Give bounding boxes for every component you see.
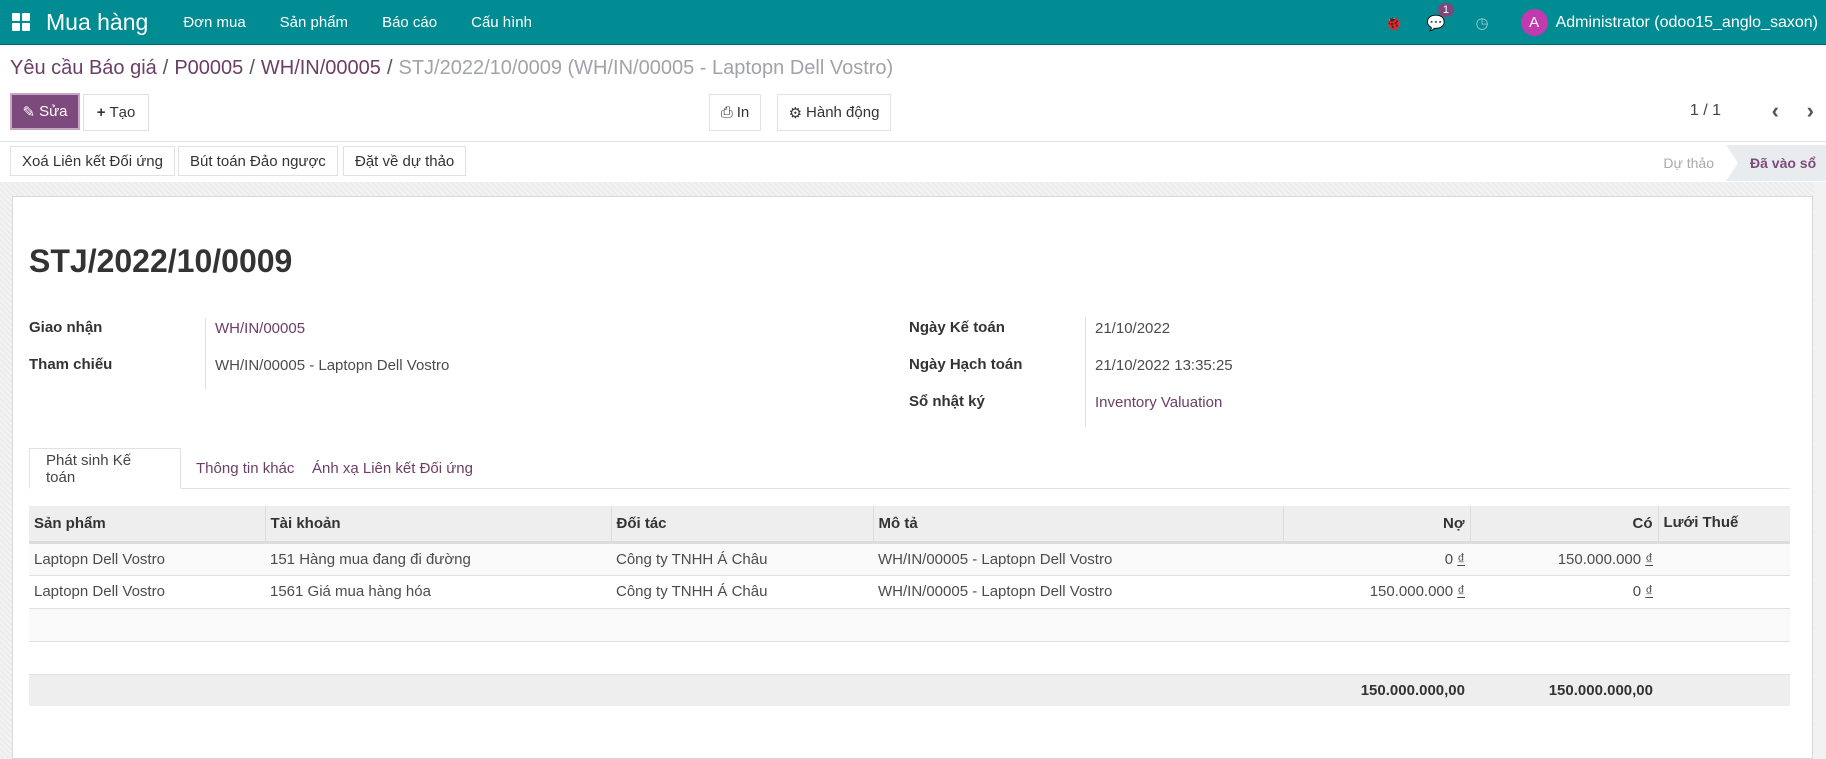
tab-other-info[interactable]: Thông tin khác <box>196 460 295 477</box>
label-tham-chieu: Tham chiếu <box>29 356 113 373</box>
cell-product: Laptopn Dell Vostro <box>29 542 265 576</box>
print-button[interactable]: ⎙ In <box>709 94 761 131</box>
col-credit[interactable]: Có <box>1469 506 1658 544</box>
total-credit: 150.000.000,00 <box>1470 674 1658 706</box>
cell-account: 1561 Giá mua hàng hóa <box>265 575 611 609</box>
totals-row: 150.000.000,00 150.000.000,00 <box>29 674 1790 706</box>
cell-label: WH/IN/00005 - Laptopn Dell Vostro <box>873 575 1283 609</box>
user-menu[interactable]: Administrator (odoo15_anglo_saxon) <box>1555 13 1818 31</box>
field-separator <box>205 318 206 390</box>
tab-journal-items[interactable]: Phát sinh Kế toán <box>29 448 181 489</box>
pager-value[interactable]: 1 / 1 <box>1689 102 1721 119</box>
col-account[interactable]: Tài khoản <box>264 506 611 544</box>
cell-partner: Công ty TNHH Á Châu <box>611 575 873 609</box>
col-tax-grid[interactable]: Lưới Thuế <box>1657 506 1790 544</box>
cell-credit: 150.000.000 ₫ <box>1470 542 1658 576</box>
app-name[interactable]: Mua hàng <box>46 8 149 35</box>
tabs-divider <box>29 488 1790 489</box>
print-icon: ⎙ <box>720 104 733 121</box>
edit-label: Sửa <box>39 103 68 120</box>
apps-menu-icon[interactable] <box>12 13 30 31</box>
journal-items-table: Sản phẩm Tài khoản Đối tác Mô tả Nợ Có L… <box>29 506 1790 706</box>
empty-row <box>29 608 1790 642</box>
remove-reconcile-button[interactable]: Xoá Liên kết Đối ứng <box>10 146 175 176</box>
breadcrumb: Yêu cầu Báo giá / P00005/WH/IN/00005/STJ/2… <box>10 57 894 79</box>
total-debit: 150.000.000,00 <box>1283 674 1470 706</box>
breadcrumb-receipt[interactable]: WH/IN/00005 <box>260 57 381 79</box>
pencil-icon: ✎ <box>22 103 36 121</box>
tab-reconcile-mapping[interactable]: Ánh xạ Liên kết Đối ứng <box>312 460 473 477</box>
label-so-nhat-ky: Sổ nhật ký <box>909 393 985 410</box>
col-partner[interactable]: Đối tác <box>610 506 873 544</box>
cell-debit: 0 ₫ <box>1283 542 1470 576</box>
cell-tax-grid <box>1658 542 1790 576</box>
value-ngay-hach-toan: 21/10/2022 13:35:25 <box>1095 357 1233 374</box>
cell-partner: Công ty TNHH Á Châu <box>611 542 873 576</box>
menu-san-pham[interactable]: Sản phẩm <box>279 13 349 31</box>
value-giao-nhan[interactable]: WH/IN/00005 <box>215 320 306 337</box>
create-label: Tạo <box>109 104 136 121</box>
divider <box>0 141 1826 142</box>
messages-icon[interactable]: 💬 1 <box>1427 2 1454 32</box>
clock-icon[interactable]: ◷ <box>1475 14 1489 32</box>
table-row[interactable]: Laptopn Dell Vostro 1561 Giá mua hàng hó… <box>29 575 1790 609</box>
avatar[interactable]: A <box>1520 9 1548 36</box>
cell-account: 151 Hàng mua đang đi đường <box>265 542 611 576</box>
label-giao-nhan: Giao nhận <box>29 319 103 336</box>
plus-icon: + <box>96 104 106 121</box>
cell-debit: 150.000.000 ₫ <box>1283 575 1470 609</box>
menu-bao-cao[interactable]: Báo cáo <box>382 13 438 31</box>
col-debit[interactable]: Nợ <box>1282 506 1470 544</box>
stage-draft: Dự thảo <box>1663 155 1714 171</box>
field-separator <box>1085 317 1086 427</box>
menu-cau-hinh[interactable]: Cấu hình <box>471 13 532 31</box>
value-ngay-ke-toan: 21/10/2022 <box>1095 320 1171 337</box>
value-tham-chieu: WH/IN/00005 - Laptopn Dell Vostro <box>215 357 450 374</box>
gear-icon: ⚙ <box>788 104 803 122</box>
label-ngay-ke-toan: Ngày Kế toán <box>909 319 1005 336</box>
cell-tax-grid <box>1658 575 1790 609</box>
edit-button[interactable]: ✎ Sửa <box>10 93 80 130</box>
col-label[interactable]: Mô tả <box>872 506 1283 544</box>
table-row[interactable]: Laptopn Dell Vostro 151 Hàng mua đang đi… <box>29 542 1790 576</box>
action-button[interactable]: ⚙ Hành động <box>777 94 891 131</box>
bug-icon[interactable]: 🐞 <box>1384 14 1403 32</box>
breadcrumb-po[interactable]: P00005 <box>174 57 244 79</box>
pager-next-icon[interactable]: › <box>1806 98 1814 123</box>
breadcrumb-current: STJ/2022/10/0009 (WH/IN/00005 - Laptopn … <box>398 57 894 79</box>
col-product[interactable]: Sản phẩm <box>29 506 265 544</box>
value-so-nhat-ky[interactable]: Inventory Valuation <box>1095 394 1223 411</box>
message-count-badge: 1 <box>1437 2 1454 17</box>
print-label: In <box>736 104 750 121</box>
reverse-entry-button[interactable]: Bút toán Đảo ngược <box>178 146 338 176</box>
scrollbar[interactable] <box>1814 182 1826 759</box>
pager-previous-icon[interactable]: ‹ <box>1771 98 1779 123</box>
reset-to-draft-button[interactable]: Đặt về dự thảo <box>343 146 467 176</box>
breadcrumb-rfq[interactable]: Yêu cầu Báo giá <box>10 57 157 79</box>
cell-label: WH/IN/00005 - Laptopn Dell Vostro <box>873 542 1283 576</box>
empty-row <box>29 641 1790 675</box>
action-label: Hành động <box>806 104 880 121</box>
cell-credit: 0 ₫ <box>1470 575 1658 609</box>
top-navbar: Mua hàng Đơn mua Sản phẩm Báo cáo Cấu hì… <box>0 0 1826 45</box>
cell-product: Laptopn Dell Vostro <box>29 575 265 609</box>
stage-posted: Đã vào sổ <box>1726 145 1826 181</box>
entry-title: STJ/2022/10/0009 <box>29 243 293 279</box>
label-ngay-hach-toan: Ngày Hạch toán <box>909 356 1023 373</box>
create-button[interactable]: + Tạo <box>83 94 149 131</box>
menu-don-mua[interactable]: Đơn mua <box>183 13 246 31</box>
